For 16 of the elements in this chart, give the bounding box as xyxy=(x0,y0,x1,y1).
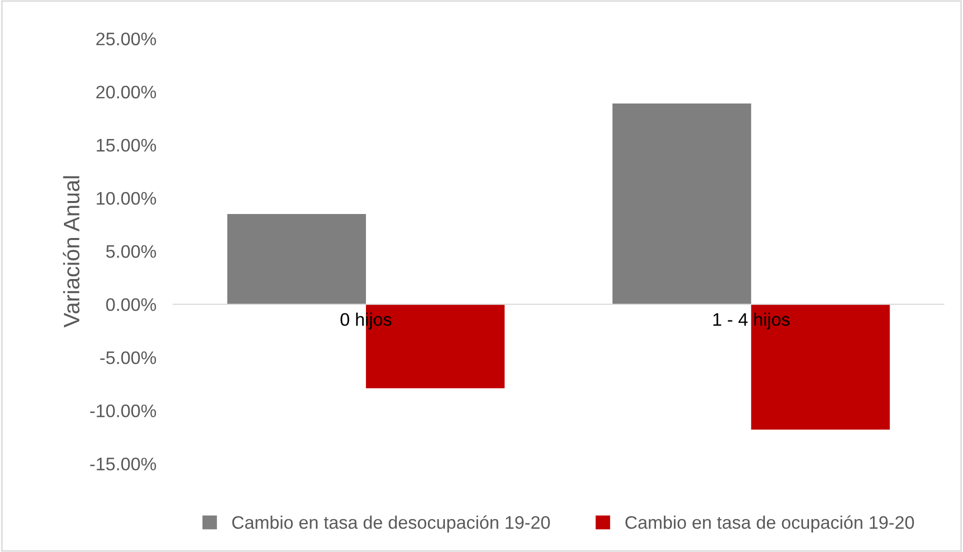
x-tick-label: 1 - 4 hijos xyxy=(713,312,790,330)
bar xyxy=(751,304,890,430)
y-tick-label: 5.00% xyxy=(106,245,156,258)
bar xyxy=(612,103,752,304)
y-tick-label: 10.00% xyxy=(96,192,156,205)
bar xyxy=(227,214,366,304)
legend-label: Cambio en tasa de desocupación 19-20 xyxy=(232,515,550,532)
legend-label: Cambio en tasa de ocupación 19-20 xyxy=(625,515,914,532)
y-tick-label: -10.00% xyxy=(90,404,156,418)
y-tick-label: 20.00% xyxy=(96,86,156,98)
y-axis-title: Variación Anual xyxy=(62,176,80,328)
y-tick-label: -5.00% xyxy=(100,351,156,364)
y-tick-label: 0.00% xyxy=(106,298,156,312)
y-tick-label: 15.00% xyxy=(96,138,156,152)
y-tick-label: 25.00% xyxy=(96,32,156,46)
y-tick-label: -15.00% xyxy=(90,458,156,470)
